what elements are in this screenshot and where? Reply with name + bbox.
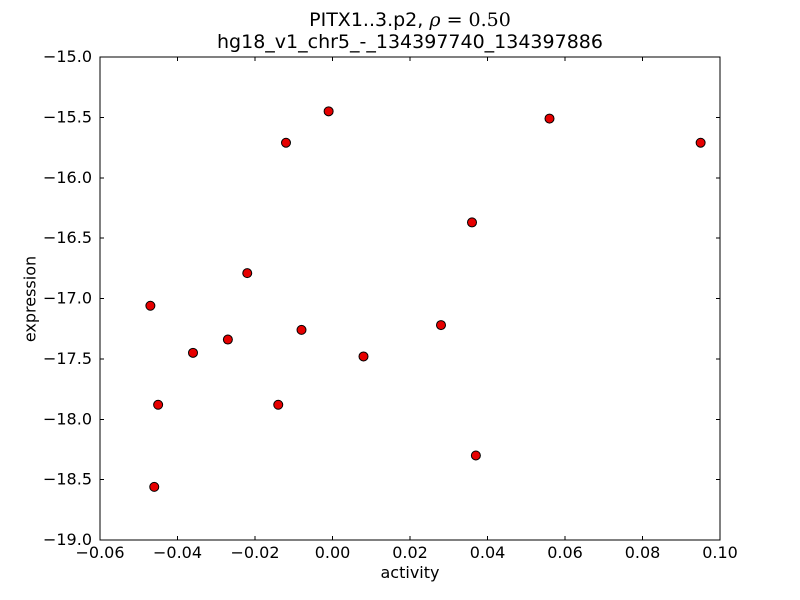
data-point <box>323 106 334 117</box>
data-point <box>436 320 446 331</box>
y-tick-label: −15.5 <box>43 107 92 126</box>
y-tick-label: −15.0 <box>43 47 92 66</box>
plot-title: PITX1..3.p2, ρ = 0.50 <box>100 9 720 31</box>
y-tick-label: −16.0 <box>43 168 92 187</box>
x-tick-label: 0.10 <box>702 543 738 562</box>
x-axis-label: activity <box>380 563 440 582</box>
x-tick-label: 0.00 <box>315 543 351 562</box>
data-point <box>296 324 307 335</box>
x-tick-label: 0.04 <box>470 543 506 562</box>
y-axis-label: expression <box>20 255 40 343</box>
data-point <box>153 399 164 410</box>
data-point <box>188 347 198 358</box>
plot-subtitle: hg18_v1_chr5_-_134397740_134397886 <box>217 31 603 53</box>
data-point <box>281 137 291 148</box>
data-point <box>544 113 555 124</box>
y-tick-label: −18.0 <box>43 409 92 428</box>
title-rho-value: = 0.50 <box>440 9 511 31</box>
y-tick-label: −17.0 <box>43 289 92 308</box>
data-point <box>470 450 481 461</box>
x-tick-label: 0.06 <box>547 543 583 562</box>
x-tick-label: −0.06 <box>75 543 124 562</box>
data-point <box>273 399 284 410</box>
x-tick-label: 0.02 <box>392 543 428 562</box>
data-point <box>145 300 156 311</box>
y-tick-label: −19.0 <box>43 530 92 549</box>
axes-frame <box>99 56 721 541</box>
title-text: PITX1..3.p2, <box>309 9 430 31</box>
y-tick-label: −16.5 <box>43 228 92 247</box>
data-point <box>358 351 369 362</box>
data-point <box>695 137 706 148</box>
data-point <box>149 481 160 492</box>
data-point <box>242 268 253 279</box>
y-tick-label: −18.5 <box>43 470 92 489</box>
data-point <box>222 334 233 345</box>
y-tick-label: −17.5 <box>43 349 92 368</box>
data-point <box>467 217 477 228</box>
x-tick-label: −0.04 <box>153 543 202 562</box>
title-rho-symbol: ρ <box>429 9 441 31</box>
x-tick-label: 0.08 <box>625 543 661 562</box>
x-tick-label: −0.02 <box>230 543 279 562</box>
